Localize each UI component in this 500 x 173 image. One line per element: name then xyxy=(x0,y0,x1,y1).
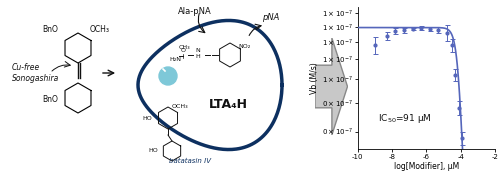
X-axis label: log[Modifier], μM: log[Modifier], μM xyxy=(394,162,459,171)
Y-axis label: Vb (M/s): Vb (M/s) xyxy=(310,62,319,94)
Text: H: H xyxy=(196,54,200,59)
Text: NO₂: NO₂ xyxy=(238,44,250,49)
Text: O: O xyxy=(180,48,186,53)
Text: batatasin IV: batatasin IV xyxy=(169,158,211,164)
Text: OCH₃: OCH₃ xyxy=(172,104,188,110)
Polygon shape xyxy=(315,38,348,135)
Text: H₂N: H₂N xyxy=(169,57,181,62)
Text: HO: HO xyxy=(142,116,152,121)
Text: HO: HO xyxy=(148,148,158,153)
Text: CH₃: CH₃ xyxy=(179,45,190,50)
Text: OCH₃: OCH₃ xyxy=(90,25,110,34)
Text: N: N xyxy=(196,48,200,53)
Text: Cu-free
Sonogashira: Cu-free Sonogashira xyxy=(12,63,60,83)
Text: BnO: BnO xyxy=(42,25,58,34)
Text: LTA₄H: LTA₄H xyxy=(208,98,248,112)
Text: Ala-pNA: Ala-pNA xyxy=(178,7,212,16)
Text: pNA: pNA xyxy=(262,13,280,22)
Circle shape xyxy=(159,67,177,85)
Text: $\mathrm{IC_{50}}$=91 μM: $\mathrm{IC_{50}}$=91 μM xyxy=(378,112,432,125)
Text: BnO: BnO xyxy=(42,95,58,104)
